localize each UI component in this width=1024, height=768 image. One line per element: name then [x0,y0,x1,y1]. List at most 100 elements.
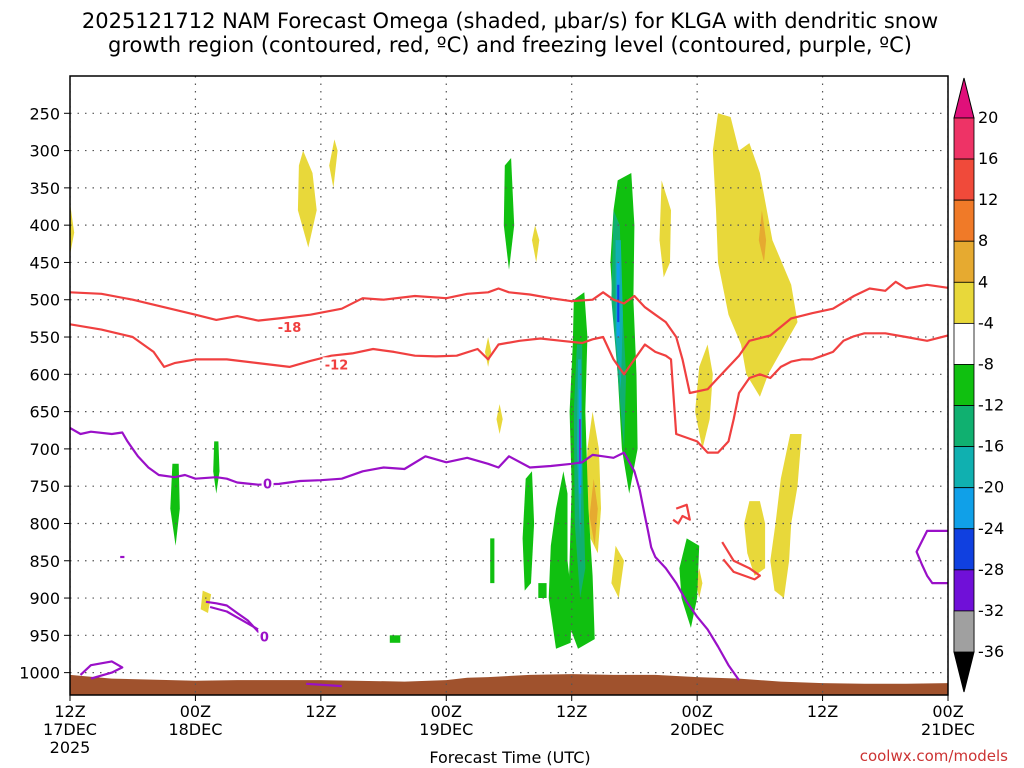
y-tick-label-800: 800 [29,514,60,533]
colorbar-label-5: -4 [978,313,994,332]
x-axis-label: Forecast Time (UTC) [429,748,590,767]
ground-surface [70,674,948,695]
omega-pos-i [770,434,802,598]
x-tick-label-h36: 00Z [431,702,462,721]
y-tick-label-250: 250 [29,104,60,123]
y-tick-label-1000: 1000 [19,664,60,683]
freezing-contour-label-0: 0 [263,478,272,493]
dgz-contour-label-0: -18 [278,321,302,336]
colorbar-label-12: -32 [978,601,1004,620]
freezing-contour-label-1: 0 [260,631,269,646]
freezing-contour-label-bg-1 [258,629,271,644]
colorbar-label-9: -20 [978,478,1004,497]
dgz-contour-line-0 [70,280,948,395]
omega-pos-g [485,337,492,367]
chart-title: 2025121712 NAM Forecast Omega (shaded, μ… [82,9,938,33]
dgz-contour-line-1 [70,323,948,454]
freezing-contour-line-6 [915,529,948,585]
x-tick-label-h48: 12Z [556,702,587,721]
colorbar-label-1: 16 [978,149,998,168]
y-tick-label-750: 750 [29,477,60,496]
x-tick-date-h36: 19DEC [419,720,473,739]
x-tick-label-h12: 00Z [180,702,211,721]
colorbar-bottom-arrow [953,651,975,693]
omega-neg-i [213,441,220,494]
y-axis: 250 300 350 400 450 500 550 600 650 700 750 800 850 9… [19,104,70,683]
colorbar-label-8: -16 [978,437,1004,456]
colorbar-label-11: -28 [978,560,1004,579]
y-tick-label-500: 500 [29,291,60,310]
colorbar-top-arrow [953,77,975,119]
omega-pos-main [712,113,798,397]
colorbar-bin-11 [953,569,975,612]
plot-area: -18 -12 0 0 250 300 350 400 450 500 550 600 650 700 75… [19,75,975,757]
x-tick-year-h0: 2025 [50,738,91,757]
y-tick-label-450: 450 [29,253,60,272]
omega-pos-e [659,180,671,278]
omega-neg-g [679,538,700,628]
chart-subtitle: growth region (contoured, red, ºC) and f… [108,33,912,57]
freezing-level-contours [70,427,948,688]
colorbar-label-6: -8 [978,354,994,373]
colorbar-bin-6 [953,364,975,406]
omega-pos-k [585,411,601,554]
omega-neg-j [538,583,547,598]
omega-pos-o [758,210,767,263]
omega-neg-c [548,471,572,649]
x-tick-date-h0: 17DEC [43,720,97,739]
x-tick-label-h84: 00Z [932,702,963,721]
dgz-contour-label-bg-1 [322,357,351,372]
colorbar-legend: 20 16 12 8 4 -4 -8 -12 -16 -20 -24 -28 -32 -36 [953,77,1004,693]
colorbar-bin-0 [953,117,975,160]
omega-neg-f [490,538,495,584]
colorbar-bin-1 [953,158,975,201]
y-tick-label-550: 550 [29,328,60,347]
omega-neg-e [522,471,535,591]
colorbar-label-2: 12 [978,190,998,209]
omega-pos-j [744,501,766,576]
freezing-contour-line-3 [79,660,124,680]
y-tick-label-650: 650 [29,403,60,422]
x-tick-label-h60: 00Z [681,702,712,721]
omega-neg-d [503,158,515,270]
omega-pos-b [329,139,338,188]
colorbar-label-10: -24 [978,519,1004,538]
colorbar-bin-10 [953,528,975,571]
colorbar-bin-4 [953,281,975,324]
omega-pos-p [589,478,598,546]
x-tick-label-h0: 12Z [54,702,85,721]
plot-content: -18 -12 0 0 [70,76,948,695]
x-tick-date-h12: 18DEC [168,720,222,739]
freezing-contour-line-1 [205,600,270,638]
dgz-contour-line-2 [672,503,691,525]
y-tick-label-900: 900 [29,589,60,608]
x-tick-label-h24: 12Z [305,702,336,721]
omega-neg-h [170,463,180,546]
freezing-contour-line-2 [209,605,259,631]
colorbar-bin-13 [953,610,975,653]
colorbar-label-4: 4 [978,272,988,291]
omega-pos-a [297,150,317,248]
dgz-contour-line-3 [721,541,762,581]
dgz-contour-label-1: -12 [325,358,349,373]
colorbar-label-0: 20 [978,108,998,127]
colorbar-bin-2 [953,199,975,242]
y-tick-label-300: 300 [29,142,60,161]
y-tick-label-850: 850 [29,552,60,571]
x-tick-date-h84: 21DEC [921,720,975,739]
colorbar-bin-9 [953,487,975,530]
freezing-contour-label-bg-0 [261,476,274,491]
colorbar-label-13: -36 [978,642,1004,661]
y-tick-label-400: 400 [29,216,60,235]
omega-neg-k [389,635,401,643]
x-tick-label-h72: 12Z [807,702,838,721]
freezing-contour-line-4 [306,682,342,688]
omega-neg-r [617,284,620,323]
omega-shading [70,113,802,649]
y-tick-label-350: 350 [29,179,60,198]
x-tick-date-h60: 20DEC [670,720,724,739]
y-tick-label-600: 600 [29,365,60,384]
dgz-contour-label-bg-0 [275,320,304,335]
